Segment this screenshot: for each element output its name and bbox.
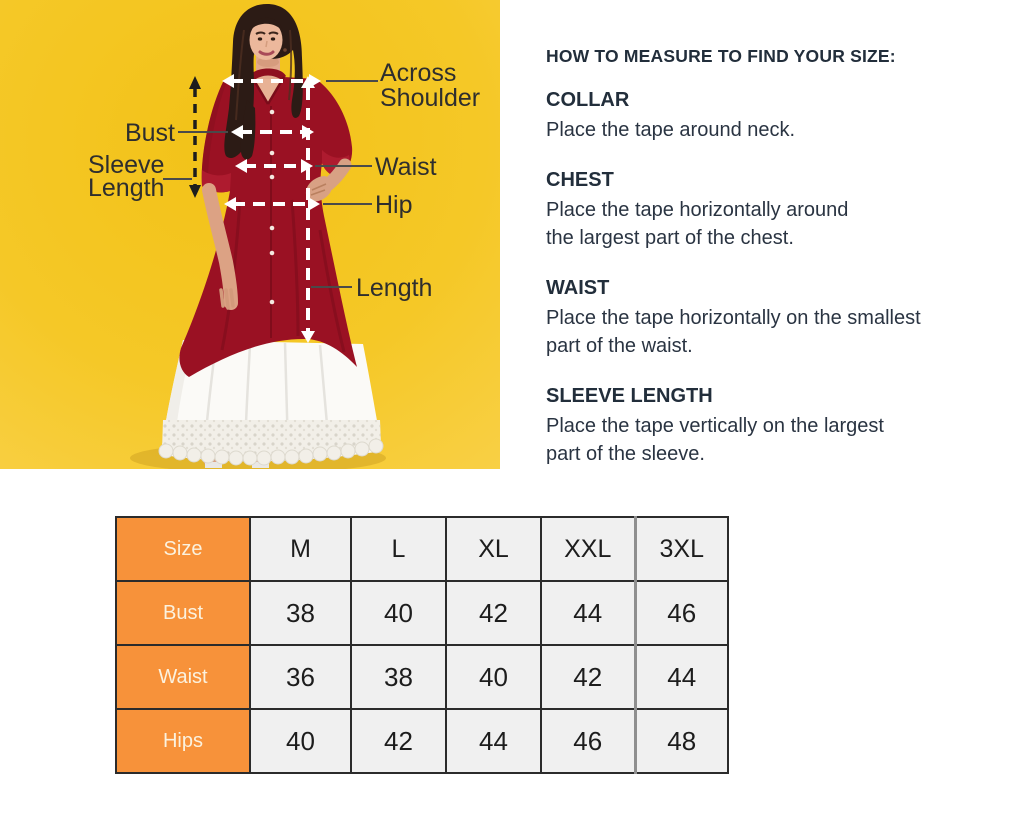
value-cell: 38 <box>350 644 447 710</box>
table-row-bust: Bust 38 40 42 44 46 <box>115 580 729 646</box>
value-cell: 40 <box>445 644 542 710</box>
size-cell: 3XL <box>633 516 729 582</box>
section-heading: COLLAR <box>546 89 630 111</box>
earring <box>283 48 287 52</box>
section-heading: CHEST <box>546 169 614 191</box>
value-cell: 44 <box>445 708 542 774</box>
value-cell: 38 <box>249 580 352 646</box>
size-cell: L <box>350 516 447 582</box>
across-shoulder-label-line2: Shoulder <box>380 84 480 112</box>
arms <box>202 158 352 310</box>
value-cell: 42 <box>540 644 636 710</box>
value-cell: 36 <box>249 644 352 710</box>
section-text-line: Place the tape around neck. <box>546 119 796 141</box>
bust-label: Bust <box>125 119 175 147</box>
row-header-size: Size <box>115 516 251 582</box>
measurement-overlay: Across Shoulder Bust Sleeve Length Waist… <box>88 59 480 343</box>
table-row-waist: Waist 36 38 40 42 44 <box>115 644 729 710</box>
section-heading: WAIST <box>546 277 610 299</box>
section-text-line: Place the tape horizontally on the small… <box>546 307 921 329</box>
buttons <box>269 109 275 305</box>
across-shoulder-label-line1: Across <box>380 59 456 87</box>
how-to-measure-instructions: HOW TO MEASURE TO FIND YOUR SIZE: COLLAR… <box>546 44 970 492</box>
value-cell: 40 <box>249 708 352 774</box>
row-header-waist: Waist <box>115 644 251 710</box>
row-header-bust: Bust <box>115 580 251 646</box>
size-cell: XL <box>445 516 542 582</box>
section-text-line: Place the tape vertically on the largest <box>546 415 884 437</box>
face <box>249 17 287 60</box>
measurement-diagram: Across Shoulder Bust Sleeve Length Waist… <box>0 0 500 469</box>
waist-label: Waist <box>375 153 437 181</box>
size-chart-table: Size M L XL XXL 3XL Bust 38 40 42 44 46 … <box>115 516 729 774</box>
section-heading: SLEEVE LENGTH <box>546 385 713 407</box>
size-cell: XXL <box>540 516 636 582</box>
instruction-section-sleeve-length: SLEEVE LENGTH Place the tape vertically … <box>546 384 970 468</box>
value-cell: 40 <box>350 580 447 646</box>
value-cell: 42 <box>445 580 542 646</box>
length-label: Length <box>356 274 432 302</box>
value-cell: 48 <box>633 708 729 774</box>
value-cell: 42 <box>350 708 447 774</box>
instruction-section-collar: COLLAR Place the tape around neck. <box>546 88 970 144</box>
callout-lines <box>163 80 378 288</box>
model-measurement-illustration: Across Shoulder Bust Sleeve Length Waist… <box>0 0 500 469</box>
table-row-size: Size M L XL XXL 3XL <box>115 516 729 582</box>
section-text-line: Place the tape horizontally around <box>546 199 849 221</box>
section-text-line: part of the waist. <box>546 335 693 357</box>
value-cell: 44 <box>540 580 636 646</box>
section-text-line: the largest part of the chest. <box>546 227 794 249</box>
diagram-labels: Across Shoulder Bust Sleeve Length Waist… <box>88 59 480 302</box>
size-cell: M <box>249 516 352 582</box>
instruction-section-chest: CHEST Place the tape horizontally around… <box>546 168 970 252</box>
instruction-section-waist: WAIST Place the tape horizontally on the… <box>546 276 970 360</box>
table-row-hips: Hips 40 42 44 46 48 <box>115 708 729 774</box>
value-cell: 46 <box>540 708 636 774</box>
collar <box>250 68 286 80</box>
hair <box>224 4 303 160</box>
value-cell: 46 <box>633 580 729 646</box>
sleeve-length-arrow <box>189 76 201 198</box>
hip-label: Hip <box>375 191 413 219</box>
sleeve-length-label-line1: Sleeve <box>88 151 164 179</box>
instructions-title: HOW TO MEASURE TO FIND YOUR SIZE: <box>546 46 896 66</box>
lace-trim <box>158 420 384 466</box>
white-arrowheads <box>222 74 321 343</box>
sleeve-length-label-line2: Length <box>88 174 164 202</box>
section-text-line: part of the sleeve. <box>546 443 705 465</box>
row-header-hips: Hips <box>115 708 251 774</box>
value-cell: 44 <box>633 644 729 710</box>
